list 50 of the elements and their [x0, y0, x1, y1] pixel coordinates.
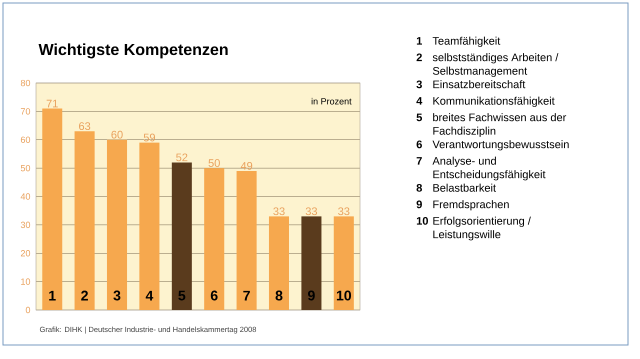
category-label: 5 [416, 114, 422, 122]
data-label: 52 [176, 153, 188, 162]
chart-title: Wichtigste Kompetenzen [38, 43, 228, 58]
x-tick-label: 8 [276, 290, 282, 300]
category-label: 4 [416, 97, 422, 105]
text: selbstständiges Arbeiten / Selbstmanagement [432, 53, 558, 77]
y-tick-label: 40 [20, 193, 30, 200]
y-tick-label: 50 [20, 164, 30, 172]
text: Kommunikationsfähigkeit [433, 96, 555, 107]
x-tick-label: 1 [49, 290, 56, 300]
x-tick-label: 10 [336, 290, 352, 300]
y-tick-label: 80 [20, 80, 30, 86]
y-tick-label: 10 [21, 278, 30, 285]
text: Analyse- und Entscheidungsfähigkeit [432, 156, 546, 180]
y-tick-label: 0 [26, 306, 30, 314]
x-tick-label: 3 [113, 290, 120, 300]
category-label: 3 [416, 80, 422, 88]
x-tick-label: 7 [243, 290, 250, 300]
text: breites Fachwissen aus der Fachdisziplin [433, 113, 566, 137]
category-label: 2 [416, 53, 422, 62]
annotation: in Prozent [312, 98, 352, 105]
text: Belastbarkeit [433, 184, 496, 192]
category-label: 10 [416, 216, 428, 225]
category-label: 1 [416, 37, 422, 45]
text: Erfolgsorientierung / Leistungswille [433, 216, 531, 240]
y-tick-label: 20 [20, 250, 30, 256]
x-tick-label: 6 [210, 290, 218, 300]
data-label: 33 [306, 207, 318, 216]
data-label: 33 [273, 207, 285, 216]
data-label: 50 [208, 159, 220, 167]
x-tick-label: 2 [81, 290, 88, 300]
category-label: 6 [416, 140, 422, 148]
x-tick-label: 5 [178, 290, 186, 300]
data-label: 71 [46, 100, 58, 108]
data-label: 33 [338, 207, 350, 216]
data-label: 49 [240, 162, 252, 170]
x-tick-label: 4 [146, 290, 154, 300]
category-label: 9 [416, 200, 422, 208]
y-tick-label: 30 [20, 222, 30, 228]
text: Fremdsprachen [433, 200, 509, 210]
text: Einsatzbereitschaft [433, 80, 526, 88]
category-label: 8 [416, 184, 422, 192]
data-label: 63 [79, 122, 90, 130]
category-label: 7 [416, 157, 422, 165]
x-tick-label: 9 [308, 290, 315, 300]
text: Verantwortungsbewusstsein [432, 140, 569, 150]
text: Teamfähigkeit [432, 36, 500, 47]
y-tick-label: 60 [20, 136, 30, 143]
y-tick-label: 70 [20, 108, 30, 115]
data-label: 60 [111, 130, 123, 139]
